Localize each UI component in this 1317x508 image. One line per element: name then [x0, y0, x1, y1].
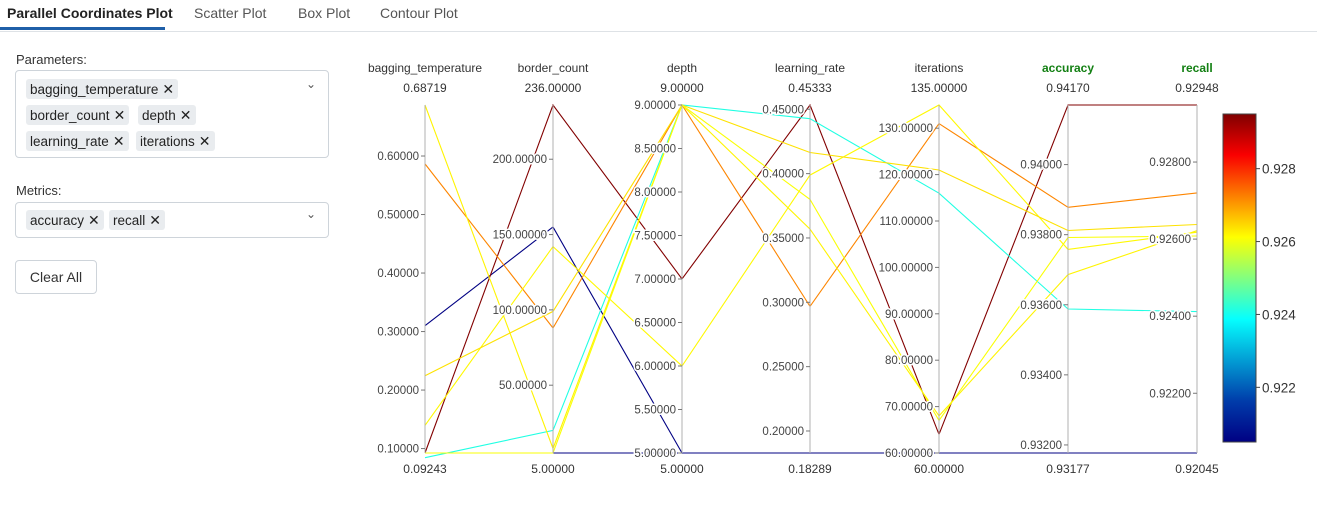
axis-tick-label: 7.00000	[634, 274, 676, 286]
colorbar-tick-label: 0.926	[1262, 235, 1296, 250]
remove-chip-icon[interactable]: ✕	[149, 212, 161, 228]
axis-tick-label: 80.00000	[885, 355, 933, 367]
axis-tick-label: 9.00000	[634, 100, 676, 112]
axis-min-label: 0.93177	[1046, 462, 1090, 476]
axis-tick-label: 5.00000	[634, 448, 676, 460]
parameter-chip: depth ✕	[138, 105, 196, 125]
axis-tick-label: 0.92400	[1149, 311, 1191, 323]
axis-tick-label: 0.92600	[1149, 234, 1191, 246]
colorbar-tick-label: 0.922	[1262, 380, 1296, 395]
axis-tick-label: 0.45000	[762, 104, 804, 116]
parameter-chip: learning_rate ✕	[26, 131, 129, 151]
parameters-label: Parameters:	[16, 52, 87, 67]
remove-chip-icon[interactable]: ✕	[113, 107, 126, 123]
axis-tick-label: 7.50000	[634, 231, 676, 243]
metric-chip: recall ✕	[109, 210, 165, 230]
tab-box-plot[interactable]: Box Plot	[298, 5, 351, 21]
axis-tick-label: 130.00000	[879, 123, 933, 135]
parameter-chip: bagging_temperature ✕	[26, 79, 179, 99]
axis-tick-label: 0.20000	[762, 426, 804, 438]
axis-tick-label: 0.50000	[377, 210, 419, 222]
axis-tick-label: 0.30000	[377, 327, 419, 339]
axis-max-label: 0.92948	[1175, 81, 1219, 95]
clear-all-button[interactable]: Clear All	[15, 260, 97, 294]
tab-contour-plot[interactable]: Contour Plot	[380, 5, 458, 21]
axis-title: border_count	[518, 61, 589, 75]
axis-max-label: 135.00000	[911, 81, 968, 95]
axis-title: accuracy	[1042, 61, 1094, 75]
axis-min-label: 0.92045	[1175, 462, 1219, 476]
remove-chip-icon[interactable]: ✕	[162, 81, 175, 97]
axis-tick-label: 50.00000	[499, 380, 547, 392]
axis-tick-label: 0.10000	[377, 444, 419, 456]
tab-parallel-coordinates[interactable]: Parallel Coordinates Plot	[7, 5, 173, 21]
chevron-down-icon[interactable]: ⌄	[306, 77, 317, 91]
axis-tick-label: 60.00000	[885, 448, 933, 460]
axis-tick-label: 200.00000	[493, 154, 547, 166]
axis-tick-label: 0.20000	[377, 385, 419, 397]
trial-line	[424, 226, 1197, 454]
axis-max-label: 0.45333	[788, 81, 832, 95]
chevron-down-icon[interactable]: ⌄	[306, 207, 317, 221]
tab-bar: Parallel Coordinates Plot Scatter Plot B…	[0, 0, 1317, 32]
axis-tick-label: 100.00000	[879, 262, 933, 274]
axis-tick-label: 150.00000	[493, 230, 547, 242]
axis-title: bagging_temperature	[368, 61, 482, 75]
axis-min-label: 0.09243	[403, 462, 447, 476]
axis-tick-label: 0.60000	[377, 151, 419, 163]
axis-tick-label: 100.00000	[493, 305, 547, 317]
parameters-select[interactable]: bagging_temperature ✕ border_count ✕ depth…	[15, 70, 329, 158]
axis-tick-label: 0.92800	[1149, 157, 1191, 169]
axis-tick-label: 6.00000	[634, 361, 676, 373]
axis-title: iterations	[915, 61, 964, 75]
axis-tick-label: 0.25000	[762, 362, 804, 374]
tab-scatter-plot[interactable]: Scatter Plot	[194, 5, 267, 21]
remove-chip-icon[interactable]: ✕	[198, 133, 211, 149]
colorbar-tick-label: 0.928	[1262, 162, 1296, 177]
axis-tick-label: 0.35000	[762, 233, 804, 245]
axis-tick-label: 5.50000	[634, 405, 676, 417]
axis-tick-label: 70.00000	[885, 402, 933, 414]
remove-chip-icon[interactable]: ✕	[88, 212, 100, 228]
axis-tick-label: 0.40000	[377, 268, 419, 280]
axis-tick-label: 120.00000	[879, 170, 933, 182]
axis-tick-label: 0.40000	[762, 169, 804, 181]
axis-tick-label: 0.93800	[1020, 230, 1062, 242]
axis-title: learning_rate	[775, 61, 845, 75]
remove-chip-icon[interactable]: ✕	[112, 133, 125, 149]
axis-tick-label: 110.00000	[879, 216, 933, 228]
axis-tick-label: 0.30000	[762, 297, 804, 309]
active-tab-indicator	[0, 27, 165, 30]
axis-max-label: 236.00000	[525, 81, 582, 95]
axis-min-label: 60.00000	[914, 462, 964, 476]
parameter-chip: border_count ✕	[26, 105, 130, 125]
axis-max-label: 9.00000	[660, 81, 704, 95]
axis-tick-label: 90.00000	[885, 309, 933, 321]
axis-tick-label: 0.92200	[1149, 388, 1191, 400]
axis-tick-label: 6.50000	[634, 318, 676, 330]
axis-tick-label: 0.94000	[1020, 160, 1062, 172]
axis-max-label: 0.94170	[1046, 81, 1090, 95]
metrics-select[interactable]: accuracy ✕ recall ✕ ⌄	[15, 202, 329, 238]
metrics-label: Metrics:	[16, 183, 62, 198]
axis-max-label: 0.68719	[403, 81, 447, 95]
axis-title: recall	[1181, 61, 1212, 75]
axis-tick-label: 0.93200	[1020, 440, 1062, 452]
remove-chip-icon[interactable]: ✕	[179, 107, 192, 123]
axis-min-label: 5.00000	[531, 462, 575, 476]
axis-tick-label: 0.93600	[1020, 300, 1062, 312]
axis-min-label: 5.00000	[660, 462, 704, 476]
axis-title: depth	[667, 61, 697, 75]
metric-chip: accuracy ✕	[26, 210, 104, 230]
colorbar	[1222, 113, 1257, 443]
axis-tick-label: 0.93400	[1020, 370, 1062, 382]
parameter-chip: iterations ✕	[136, 131, 215, 151]
axis-tick-label: 8.00000	[634, 187, 676, 199]
axis-tick-label: 8.50000	[634, 144, 676, 156]
colorbar-tick-label: 0.924	[1262, 307, 1296, 322]
axis-min-label: 0.18289	[788, 462, 832, 476]
